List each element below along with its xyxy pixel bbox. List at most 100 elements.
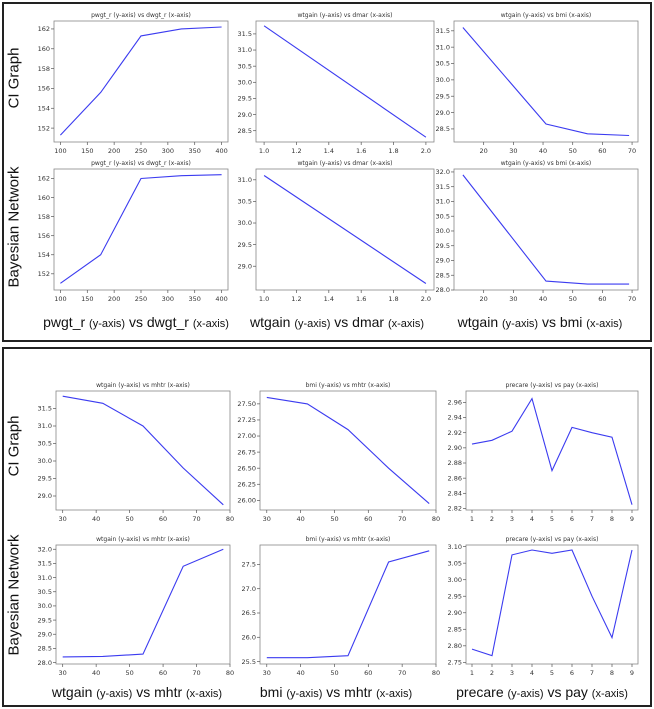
plot-frame — [453, 168, 639, 291]
x-tick-label: 300 — [162, 147, 174, 155]
y-tick-label: 31.0 — [238, 176, 252, 184]
y-tick-label: 27.50 — [237, 400, 256, 408]
chart-precare-vs-pay-bn: precare (y-axis) vs pay (x-axis) 1 2 3 4 5 6 7 8… — [448, 536, 639, 677]
y-tick-label: 29.0 — [38, 630, 52, 638]
y-tick-label: 2.92 — [448, 429, 462, 437]
y-tick-label: 30.5 — [38, 440, 52, 448]
x-tick-label: 200 — [108, 147, 120, 155]
series-line — [462, 27, 630, 137]
y-tick-label: 156 — [38, 85, 50, 93]
chart-wtgain-vs-bmi-bn: wtgain (y-axis) vs bmi (x-axis) 20 30 40 50 6… — [436, 160, 639, 303]
y-tick-label: 154 — [38, 251, 50, 259]
x-tick-label: 1.2 — [291, 147, 301, 155]
caption-wtgain-vs-mhtr: wtgain (y-axis) vs mhtr (x-axis) — [51, 684, 223, 700]
x-tick-label: 1.2 — [291, 295, 301, 303]
chart-title: bmi (y-axis) vs mhtr (x-axis) — [306, 536, 391, 543]
y-tick-label: 2.95 — [448, 592, 462, 600]
x-tick-label: 50 — [125, 515, 133, 523]
chart-title: pwgt_r (y-axis) vs dwgt_r (x-axis) — [91, 12, 191, 19]
x-tick-label: 30 — [509, 147, 517, 155]
y-tick-label: 31.0 — [38, 574, 52, 582]
x-tick-label: 40 — [539, 147, 547, 155]
x-tick-label: 350 — [188, 147, 200, 155]
y-tick-label: 29.0 — [238, 262, 252, 270]
y-tick-label: 2.86 — [448, 474, 462, 482]
x-tick-label: 4 — [530, 515, 534, 523]
x-tick-label: 70 — [398, 669, 406, 677]
x-tick-label: 1.8 — [388, 147, 398, 155]
y-tick-label: 31.5 — [436, 183, 450, 191]
series-line — [62, 395, 224, 506]
series-line — [471, 549, 633, 657]
x-tick-label: 6 — [570, 515, 574, 523]
y-tick-label: 30.5 — [436, 60, 450, 68]
y-tick-label: 2.96 — [448, 399, 462, 407]
series-line — [471, 397, 633, 505]
x-tick-label: 50 — [569, 295, 577, 303]
y-tick-label: 28.0 — [436, 286, 450, 294]
x-tick-label: 350 — [188, 295, 200, 303]
series-line — [263, 25, 427, 138]
x-tick-label: 50 — [330, 669, 338, 677]
chart-wtgain-vs-mhtr-bn: wtgain (y-axis) vs mhtr (x-axis) 30 40 50 60… — [38, 536, 235, 677]
x-tick-label: 6 — [570, 669, 574, 677]
x-tick-label: 1 — [470, 515, 474, 523]
x-tick-label: 50 — [125, 669, 133, 677]
y-tick-label: 162 — [38, 175, 50, 183]
x-tick-label: 60 — [159, 515, 167, 523]
y-tick-label: 156 — [38, 232, 50, 240]
x-tick-label: 9 — [630, 515, 634, 523]
y-tick-label: 3.10 — [448, 543, 462, 551]
chart-title: wtgain (y-axis) vs bmi (x-axis) — [501, 160, 592, 167]
x-tick-label: 20 — [480, 147, 488, 155]
caption-wtgain-vs-bmi: wtgain (y-axis) vs bmi (x-axis) — [457, 314, 623, 330]
y-tick-label: 32.0 — [38, 545, 52, 553]
chart-precare-vs-pay-ci: precare (y-axis) vs pay (x-axis) 1 2 3 4 5 6 7 8… — [448, 382, 639, 523]
x-tick-label: 9 — [630, 669, 634, 677]
y-tick-label: 31.0 — [436, 198, 450, 206]
x-tick-label: 1.8 — [388, 295, 398, 303]
chart-title: precare (y-axis) vs pay (x-axis) — [506, 382, 599, 389]
y-tick-label: 2.90 — [448, 444, 462, 452]
y-tick-label: 160 — [38, 194, 50, 202]
x-tick-label: 2 — [490, 515, 494, 523]
x-tick-label: 250 — [135, 295, 147, 303]
x-tick-label: 80 — [432, 669, 440, 677]
x-tick-label: 250 — [135, 147, 147, 155]
y-tick-label: 28.5 — [238, 127, 252, 135]
plot-frame — [255, 20, 435, 143]
y-tick-label: 30.5 — [436, 212, 450, 220]
y-tick-label: 30.0 — [238, 219, 252, 227]
x-tick-label: 60 — [364, 515, 372, 523]
x-tick-label: 70 — [192, 515, 200, 523]
y-tick-label: 2.84 — [448, 490, 462, 498]
x-tick-label: 80 — [226, 669, 234, 677]
x-tick-label: 70 — [192, 669, 200, 677]
y-tick-label: 30.0 — [38, 602, 52, 610]
y-tick-label: 27.25 — [237, 416, 256, 424]
y-tick-label: 152 — [38, 270, 50, 278]
row-label-bayesian-top: Bayesian Network — [5, 166, 23, 288]
y-tick-label: 26.0 — [242, 633, 256, 641]
x-tick-label: 1.0 — [259, 147, 269, 155]
x-tick-label: 1.6 — [356, 295, 366, 303]
x-tick-label: 70 — [628, 295, 636, 303]
plot-frame — [53, 20, 229, 143]
y-tick-label: 3.00 — [448, 576, 462, 584]
chart-title: wtgain (y-axis) vs mhtr (x-axis) — [96, 382, 190, 389]
x-tick-label: 80 — [432, 515, 440, 523]
x-tick-label: 150 — [81, 147, 93, 155]
y-tick-label: 26.75 — [237, 448, 256, 456]
x-tick-label: 2 — [490, 669, 494, 677]
x-tick-label: 4 — [530, 669, 534, 677]
x-tick-label: 1.6 — [356, 147, 366, 155]
x-tick-label: 80 — [226, 515, 234, 523]
series-line — [60, 26, 222, 136]
y-tick-label: 32.0 — [436, 168, 450, 176]
plot-frame — [55, 390, 231, 511]
x-tick-label: 30 — [59, 669, 67, 677]
chart-title: pwgt_r (y-axis) vs dwgt_r (x-axis) — [91, 160, 191, 167]
x-tick-label: 3 — [510, 515, 514, 523]
x-tick-label: 1 — [470, 669, 474, 677]
y-tick-label: 29.0 — [238, 111, 252, 119]
